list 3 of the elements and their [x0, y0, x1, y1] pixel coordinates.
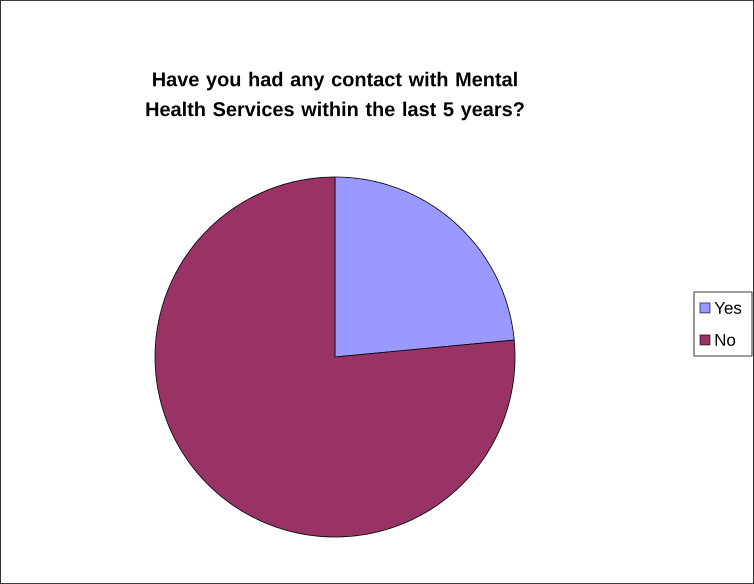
legend-label: No: [716, 334, 736, 346]
legend-label: Yes: [714, 302, 742, 314]
chart-title: Have you had any contact with Mental Health Services within the last 5 years?: [146, 72, 524, 120]
